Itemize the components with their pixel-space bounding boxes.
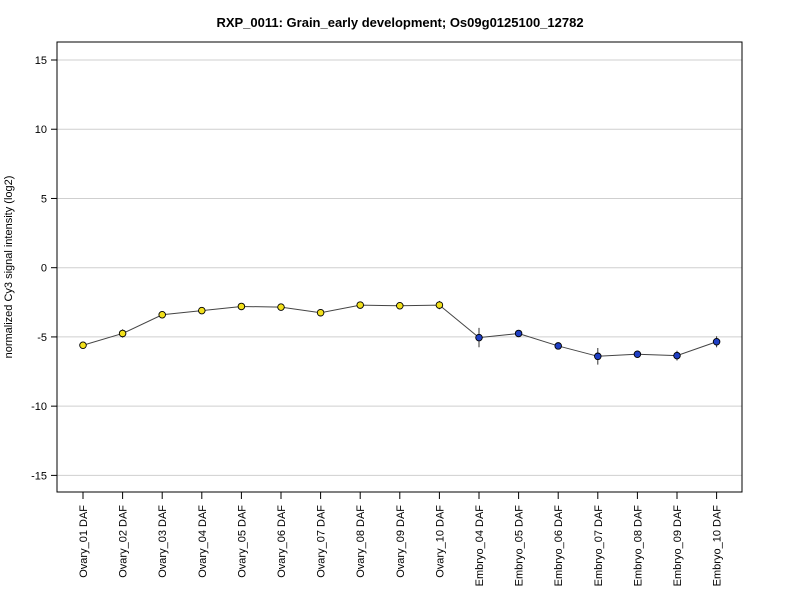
data-series	[79, 300, 721, 365]
data-point	[237, 302, 246, 311]
data-point	[198, 306, 206, 315]
data-point	[396, 302, 404, 310]
x-tick-label: Ovary_07 DAF	[316, 505, 328, 578]
y-tick-label: -10	[31, 401, 47, 413]
plot-frame	[56, 41, 743, 493]
y-tick-label: -5	[37, 332, 47, 344]
data-point	[435, 301, 444, 309]
series-line	[82, 304, 717, 357]
x-tick-label: Ovary_04 DAF	[197, 505, 209, 578]
y-tick-label: 0	[41, 263, 47, 275]
data-point	[633, 350, 642, 358]
grid-lines	[57, 59, 742, 476]
y-axis: -15 -10 -5 0 5 10 15	[31, 55, 57, 482]
data-point	[316, 308, 325, 317]
x-tick-label: Ovary_06 DAF	[276, 505, 288, 578]
x-tick-label: Embryo_09 DAF	[672, 505, 684, 587]
chart-title: RXP_0011: Grain_early development; Os09g…	[216, 15, 583, 30]
x-tick-label: Ovary_05 DAF	[236, 505, 248, 578]
x-tick-label: Ovary_01 DAF	[78, 505, 90, 578]
x-tick-label: Embryo_10 DAF	[712, 505, 724, 587]
y-tick-label: 10	[35, 124, 47, 136]
data-point	[79, 341, 87, 349]
data-point	[118, 329, 127, 338]
x-tick-label: Embryo_04 DAF	[474, 505, 486, 587]
data-point	[594, 352, 602, 361]
data-point	[554, 342, 562, 350]
data-point	[356, 301, 364, 309]
x-tick-label: Ovary_10 DAF	[434, 505, 446, 578]
y-axis-label: normalized Cy3 signal intensity (log2)	[3, 176, 15, 359]
data-point	[673, 351, 681, 360]
x-tick-label: Embryo_06 DAF	[553, 505, 565, 587]
y-tick-label: 5	[41, 193, 47, 205]
data-point	[277, 303, 285, 311]
x-tick-label: Ovary_03 DAF	[157, 505, 169, 578]
data-point	[158, 311, 166, 319]
data-point	[712, 338, 721, 346]
x-tick-label: Embryo_07 DAF	[593, 505, 605, 587]
y-tick-label: 15	[35, 55, 47, 67]
x-tick-label: Ovary_08 DAF	[355, 505, 367, 578]
x-tick-label: Ovary_02 DAF	[118, 505, 130, 578]
data-point	[514, 329, 523, 338]
x-tick-label: Embryo_05 DAF	[514, 505, 526, 587]
x-tick-label: Embryo_08 DAF	[632, 505, 644, 587]
y-tick-label: -15	[31, 470, 47, 482]
data-point	[475, 333, 483, 342]
x-tick-label: Ovary_09 DAF	[395, 505, 407, 578]
x-axis: Ovary_01 DAF Ovary_02 DAF Ovary_03 DAF Ovar…	[78, 492, 724, 586]
